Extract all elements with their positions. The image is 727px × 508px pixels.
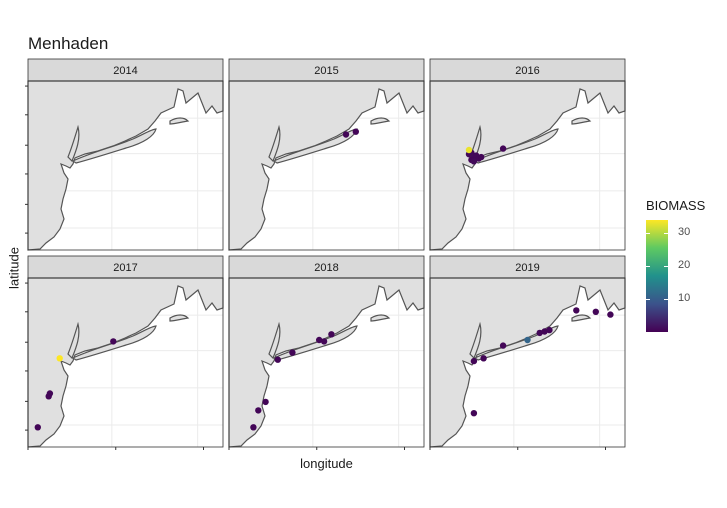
data-point bbox=[289, 349, 296, 356]
data-point bbox=[465, 146, 473, 154]
coastline bbox=[27, 80, 224, 251]
land-mass bbox=[429, 80, 626, 251]
island bbox=[169, 314, 190, 322]
facet-strip-label: 2016 bbox=[515, 65, 539, 77]
land-mass bbox=[228, 80, 425, 251]
colorbar-tick-label: 10 bbox=[678, 292, 691, 305]
data-point bbox=[536, 329, 543, 337]
island bbox=[473, 128, 559, 164]
facet-strip-label: 2019 bbox=[515, 262, 539, 274]
data-point bbox=[470, 158, 478, 165]
data-point bbox=[342, 131, 350, 138]
facet-panel-2017: 2017 bbox=[25, 255, 224, 450]
chart-title: Menhaden bbox=[28, 34, 109, 53]
data-point bbox=[546, 326, 553, 334]
data-point bbox=[470, 357, 478, 365]
facet-strip-label: 2014 bbox=[113, 65, 137, 77]
data-point bbox=[592, 308, 599, 315]
island bbox=[571, 314, 592, 322]
coastline-inlet bbox=[67, 321, 80, 360]
coastline bbox=[429, 80, 626, 251]
colorbar-tick-label: 20 bbox=[678, 259, 691, 272]
data-point bbox=[499, 342, 507, 349]
island bbox=[473, 325, 559, 361]
data-point bbox=[320, 338, 328, 345]
data-point bbox=[541, 328, 548, 335]
data-point bbox=[499, 145, 507, 152]
facet-strip-label: 2015 bbox=[314, 65, 338, 77]
y-axis-label: latitude bbox=[6, 247, 22, 289]
data-point bbox=[250, 424, 257, 431]
coastline bbox=[228, 80, 425, 251]
coastline-inlet bbox=[268, 321, 281, 360]
data-point bbox=[45, 393, 52, 400]
colorbar-tick bbox=[646, 266, 650, 268]
panel-border bbox=[228, 277, 425, 448]
data-point bbox=[34, 424, 41, 431]
island bbox=[571, 117, 592, 125]
data-point bbox=[274, 356, 281, 363]
facet-strip-label: 2018 bbox=[314, 262, 338, 274]
facet-panel-2019: 2019 bbox=[429, 255, 626, 450]
land-mass bbox=[429, 277, 626, 448]
facet-strip-label: 2017 bbox=[113, 262, 137, 274]
coastline bbox=[429, 277, 626, 448]
data-point bbox=[607, 311, 614, 318]
coastline-inlet bbox=[469, 321, 482, 360]
data-point bbox=[262, 398, 269, 406]
facet-panel-2014: 2014 bbox=[25, 58, 224, 251]
island bbox=[71, 128, 157, 164]
island bbox=[370, 117, 391, 125]
data-point bbox=[480, 355, 487, 362]
panel-border bbox=[429, 80, 626, 251]
coastline-inlet bbox=[268, 124, 281, 163]
data-point bbox=[328, 331, 335, 338]
facet-panel-2018: 2018 bbox=[228, 255, 425, 450]
panel-border bbox=[27, 277, 224, 448]
panel-border bbox=[27, 80, 224, 251]
data-point bbox=[470, 410, 478, 417]
colorbar bbox=[646, 220, 668, 332]
coastline bbox=[27, 277, 224, 448]
data-point bbox=[316, 336, 323, 344]
data-point bbox=[524, 336, 531, 344]
colorbar-tick bbox=[664, 266, 668, 268]
panel-border bbox=[228, 80, 425, 251]
facet-panel-2015: 2015 bbox=[228, 58, 425, 251]
land-mass bbox=[27, 80, 224, 251]
colorbar-title: BIOMASS bbox=[646, 198, 706, 213]
colorbar-tick bbox=[646, 233, 650, 235]
data-point bbox=[56, 355, 63, 362]
coastline-inlet bbox=[67, 124, 80, 163]
colorbar-tick bbox=[646, 299, 650, 301]
data-point bbox=[573, 307, 580, 314]
colorbar-tick bbox=[664, 299, 668, 301]
colorbar-tick bbox=[664, 233, 668, 235]
colorbar-tick-label: 30 bbox=[678, 226, 691, 239]
data-point bbox=[478, 153, 485, 161]
data-point bbox=[110, 338, 117, 345]
data-point bbox=[255, 407, 262, 414]
island bbox=[169, 117, 190, 125]
panel-border bbox=[429, 277, 626, 448]
island bbox=[370, 314, 391, 322]
x-axis-label: longitude bbox=[300, 456, 353, 471]
facet-panel-2016: 2016 bbox=[429, 58, 626, 251]
data-point bbox=[352, 128, 359, 135]
